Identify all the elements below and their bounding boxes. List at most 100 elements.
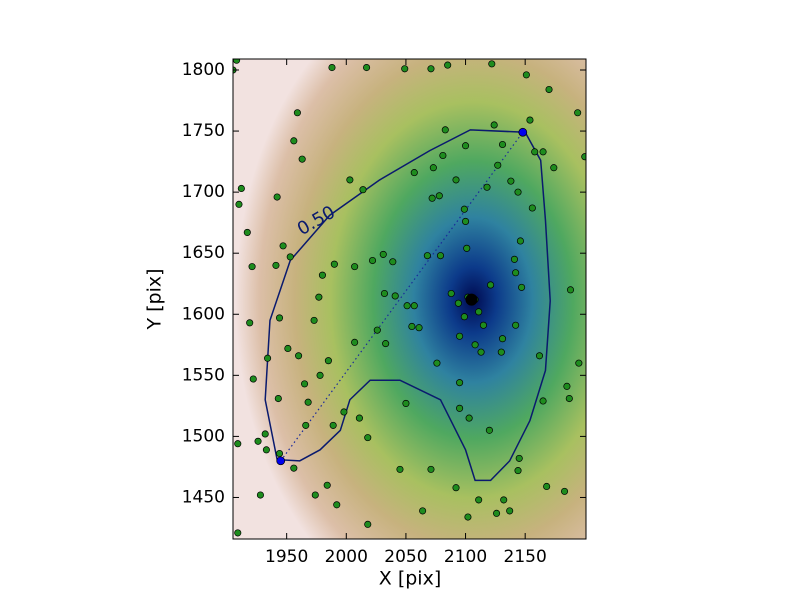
y-tick-label: 1450	[182, 487, 225, 507]
point	[477, 348, 485, 356]
point	[462, 142, 470, 150]
point	[311, 491, 319, 499]
point	[456, 379, 464, 387]
point	[234, 440, 242, 448]
point	[329, 421, 337, 429]
x-tick-label: 2100	[444, 547, 487, 567]
x-tick-label: 1950	[265, 547, 308, 567]
point	[565, 394, 573, 403]
x-tick-label: 2000	[325, 547, 368, 567]
point	[560, 487, 569, 495]
point	[500, 496, 508, 504]
point	[479, 321, 487, 329]
point	[340, 408, 348, 416]
point	[355, 414, 363, 422]
point	[304, 398, 312, 406]
point	[235, 200, 243, 208]
point	[456, 332, 464, 340]
point	[531, 148, 539, 156]
point	[490, 121, 498, 129]
point	[415, 324, 423, 332]
endpoint	[518, 127, 528, 137]
point	[302, 421, 310, 429]
point	[382, 340, 390, 348]
point	[402, 399, 410, 407]
point	[316, 371, 324, 379]
point	[487, 281, 495, 289]
point	[518, 283, 526, 291]
point	[512, 321, 520, 329]
point	[483, 183, 491, 191]
y-tick-label: 1500	[182, 426, 225, 446]
point	[419, 507, 427, 515]
point	[454, 299, 462, 307]
point	[427, 65, 435, 73]
point	[543, 482, 551, 491]
point	[465, 414, 473, 422]
point	[248, 263, 256, 271]
axis-line	[280, 131, 524, 462]
point	[436, 252, 445, 260]
point	[261, 430, 269, 438]
point	[433, 359, 441, 367]
point	[427, 465, 435, 473]
x-tick-label: 2050	[384, 547, 427, 567]
point	[507, 177, 515, 185]
point	[575, 359, 583, 367]
point	[456, 404, 464, 412]
point	[460, 313, 468, 321]
point	[373, 326, 381, 334]
point	[256, 491, 264, 499]
point	[237, 184, 245, 193]
point	[522, 71, 530, 79]
point	[364, 520, 372, 528]
y-tick-label: 1600	[182, 304, 225, 324]
point	[249, 375, 257, 383]
point	[452, 176, 460, 184]
point	[488, 60, 496, 68]
density-map	[233, 59, 586, 539]
x-tick-label: 2150	[504, 547, 547, 567]
point	[497, 348, 505, 356]
point	[368, 256, 377, 265]
point	[408, 322, 416, 331]
point	[475, 496, 483, 504]
point	[359, 186, 367, 194]
point	[364, 434, 372, 442]
x-axis-label: X [pix]	[379, 568, 441, 590]
point	[539, 148, 547, 156]
point	[333, 501, 341, 509]
point	[286, 253, 294, 261]
point	[246, 319, 254, 327]
point	[351, 263, 359, 271]
point	[401, 65, 409, 73]
point	[380, 289, 389, 298]
point	[423, 252, 431, 260]
y-tick-label: 1800	[182, 60, 225, 80]
point	[234, 529, 242, 537]
point	[274, 394, 282, 403]
point	[485, 426, 493, 434]
point	[581, 153, 586, 161]
point	[275, 314, 284, 322]
point	[498, 335, 507, 343]
y-tick-label: 1550	[182, 365, 225, 385]
point	[462, 217, 470, 225]
point	[403, 302, 411, 310]
point	[471, 341, 479, 349]
y-tick-label: 1700	[182, 182, 225, 202]
point	[301, 380, 309, 388]
point	[233, 59, 241, 64]
point	[464, 513, 472, 521]
point	[310, 316, 318, 324]
point	[298, 155, 306, 163]
point	[566, 286, 575, 294]
point	[428, 194, 436, 202]
point	[498, 140, 507, 149]
point	[323, 481, 331, 489]
point	[264, 354, 272, 362]
point	[396, 465, 404, 473]
point	[563, 382, 571, 390]
point	[441, 126, 449, 134]
y-tick-label: 1650	[182, 243, 225, 263]
